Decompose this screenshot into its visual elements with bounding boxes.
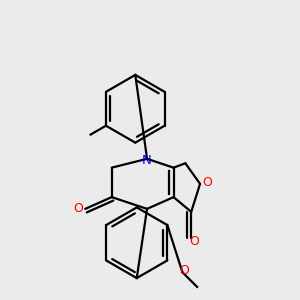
Text: N: N (142, 154, 152, 167)
Text: O: O (202, 176, 212, 189)
Text: O: O (73, 202, 83, 215)
Text: O: O (189, 235, 199, 248)
Text: O: O (179, 264, 189, 277)
